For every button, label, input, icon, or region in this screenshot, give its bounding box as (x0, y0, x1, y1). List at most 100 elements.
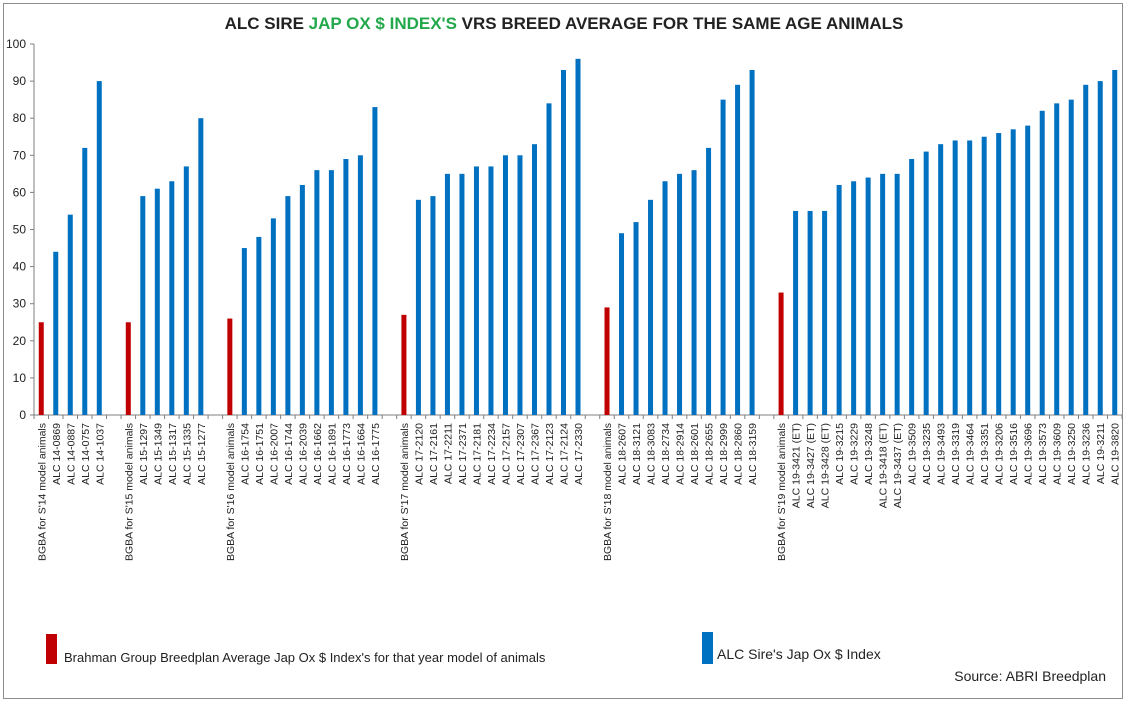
bar-sire (53, 251, 59, 415)
y-tick-label: 50 (13, 223, 27, 237)
x-category-label: ALC 17-2161 (428, 423, 440, 485)
x-category-label: ALC 15-1349 (152, 423, 164, 485)
bar-sire (328, 170, 334, 415)
bar-sire (154, 188, 160, 415)
x-category-label: ALC 18-3121 (631, 423, 643, 485)
x-category-label: ALC 19-3516 (1008, 423, 1020, 485)
bar-sire (1010, 129, 1016, 415)
bar-sire (807, 210, 813, 415)
bar-sire (241, 248, 247, 415)
bar-sire (706, 147, 712, 415)
bar-sire (256, 236, 262, 415)
bar-average (125, 322, 131, 415)
x-category-label: ALC 19-3319 (950, 423, 962, 485)
x-category-label: ALC 17-2307 (515, 423, 527, 485)
x-category-label: ALC 18-2607 (617, 423, 629, 485)
y-tick-label: 0 (19, 408, 26, 422)
legend-label-average: Brahman Group Breedplan Average Jap Ox $… (64, 650, 546, 665)
x-category-label: ALC 19-3493 (936, 423, 948, 485)
bar-sire (967, 140, 973, 415)
bar-sire (648, 199, 654, 415)
x-category-label: BGBA for S'19 model animals (776, 423, 788, 561)
x-category-label: ALC 19-3211 (1095, 423, 1107, 484)
bar-sire (880, 173, 886, 415)
bar-sire (952, 140, 958, 415)
bar-sire (575, 58, 581, 416)
bar-sire (720, 99, 726, 416)
bar-sire (343, 159, 349, 415)
x-category-label: ALC 18-2860 (733, 423, 745, 485)
x-category-label: BGBA for S'15 model animals (123, 423, 135, 561)
x-category-label: BGBA for S'14 model animals (36, 423, 48, 561)
bar-sire (270, 218, 276, 415)
x-category-label: ALC 17-2123 (544, 423, 556, 485)
x-category-label: ALC 19-3609 (1052, 423, 1064, 485)
bar-sire (1054, 103, 1060, 416)
x-category-label: ALC 17-2181 (471, 423, 483, 485)
x-category-label: ALC 17-2124 (558, 423, 570, 485)
x-category-label: ALC 16-1744 (283, 423, 295, 485)
bar-sire (909, 159, 915, 415)
x-category-label: ALC 16-2007 (268, 423, 280, 485)
x-category-label: ALC 16-1664 (355, 423, 367, 485)
x-category-label: ALC 18-2734 (660, 423, 672, 485)
bar-sire (691, 170, 697, 415)
bar-sire (1112, 69, 1118, 415)
x-category-label: ALC 18-3083 (646, 423, 658, 485)
x-category-label: ALC 17-2211 (442, 423, 454, 484)
x-category-label: ALC 16-1773 (341, 423, 353, 485)
x-category-label: ALC 19-3820 (1110, 423, 1122, 485)
y-tick-label: 100 (6, 37, 26, 51)
bar-average (401, 314, 407, 415)
bar-sire (473, 166, 479, 415)
y-tick-label: 40 (13, 260, 27, 274)
legend-swatch-sire (702, 632, 713, 664)
x-category-label: ALC 19-3421 (ET) (791, 423, 803, 508)
x-category-label: ALC 19-3418 (ET) (878, 423, 890, 508)
x-category-label: ALC 18-2999 (718, 423, 730, 485)
bar-sire (735, 84, 741, 415)
x-category-label: ALC 19-3351 (979, 423, 991, 485)
x-category-label: ALC 14-0757 (80, 423, 92, 485)
x-category-label: ALC 18-2601 (689, 423, 701, 485)
x-category-label: BGBA for S'18 model animals (602, 423, 614, 561)
x-category-label: ALC 19-3250 (1066, 423, 1078, 485)
bar-sire (198, 118, 204, 415)
x-category-label: ALC 14-0887 (65, 423, 77, 485)
bar-sire (517, 155, 523, 416)
bar-sire (662, 181, 668, 415)
bar-sire (996, 133, 1002, 416)
bar-sire (1025, 125, 1031, 416)
x-category-label: ALC 19-3509 (907, 423, 919, 485)
bar-sire (981, 136, 987, 415)
x-category-label: ALC 19-3428 (ET) (820, 423, 832, 508)
y-tick-label: 80 (13, 111, 27, 125)
y-tick-label: 60 (13, 185, 27, 199)
x-category-label: ALC 19-3696 (1023, 423, 1035, 485)
bar-sire (1039, 110, 1045, 415)
bar-sire (169, 181, 175, 415)
bar-sire (633, 222, 639, 415)
bar-sire (502, 155, 508, 416)
y-tick-label: 90 (13, 74, 27, 88)
bar-average (227, 318, 233, 415)
y-tick-label: 70 (13, 148, 27, 162)
x-category-label: ALC 19-3248 (863, 423, 875, 485)
bar-sire (488, 166, 494, 415)
bar-sire (822, 210, 828, 415)
y-tick-label: 20 (13, 334, 27, 348)
bar-sire (285, 196, 291, 415)
bar-sire (749, 69, 755, 415)
title-part1: ALC SIRE (224, 14, 309, 33)
x-category-label: ALC 19-3236 (1081, 423, 1093, 485)
x-category-label: ALC 15-1297 (138, 423, 150, 485)
bar-sire (314, 170, 320, 415)
x-category-label: ALC 17-2330 (573, 423, 585, 485)
bar-average (38, 322, 44, 415)
bar-sire (560, 69, 566, 415)
source-note: Source: ABRI Breedplan (954, 668, 1106, 684)
x-category-label: BGBA for S'17 model animals (399, 423, 411, 561)
x-category-label: ALC 16-1754 (239, 423, 251, 485)
bar-sire (851, 181, 857, 415)
